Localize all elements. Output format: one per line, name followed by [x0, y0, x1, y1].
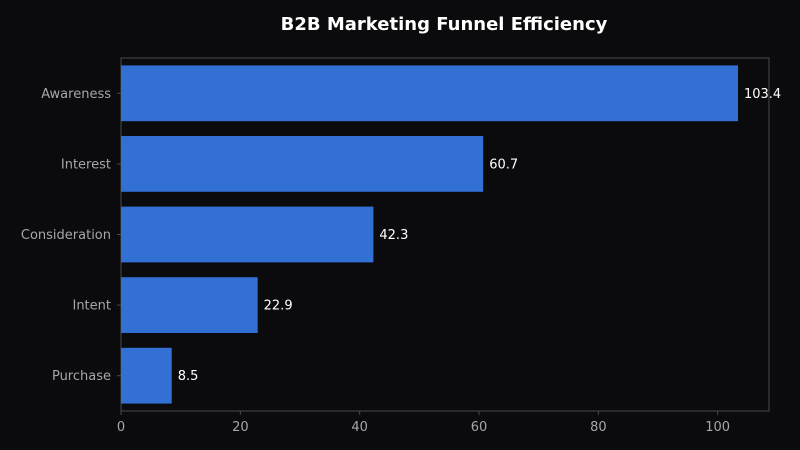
y-tick-label-awareness: Awareness [41, 87, 111, 102]
bar-intent [121, 277, 258, 333]
value-label-awareness: 103.4 [744, 87, 781, 102]
x-tick-label: 100 [705, 420, 730, 435]
y-tick-label-purchase: Purchase [52, 369, 111, 384]
x-tick-label: 0 [117, 420, 125, 435]
y-axis: Awareness Interest Consideration Intent Purc… [21, 87, 121, 384]
bars-group [121, 65, 738, 404]
x-axis: 0 20 40 60 80 100 [117, 411, 730, 435]
x-tick-label: 80 [590, 420, 607, 435]
value-label-purchase: 8.5 [178, 369, 199, 384]
bar-purchase [121, 347, 172, 404]
x-tick-label: 20 [232, 420, 249, 435]
bar-interest [121, 136, 484, 192]
value-label-interest: 60.7 [489, 157, 518, 172]
chart-title: B2B Marketing Funnel Efficiency [281, 14, 608, 35]
y-tick-label-intent: Intent [72, 299, 111, 314]
bar-awareness [121, 65, 738, 122]
y-tick-label-interest: Interest [61, 157, 111, 172]
x-tick-label: 40 [351, 420, 368, 435]
x-tick-label: 60 [471, 420, 488, 435]
value-label-intent: 22.9 [264, 299, 293, 314]
value-labels-group: 103.4 60.7 42.3 22.9 8.5 [178, 87, 781, 384]
y-tick-label-consideration: Consideration [21, 228, 111, 243]
bar-consideration [121, 206, 374, 263]
value-label-consideration: 42.3 [379, 228, 408, 243]
